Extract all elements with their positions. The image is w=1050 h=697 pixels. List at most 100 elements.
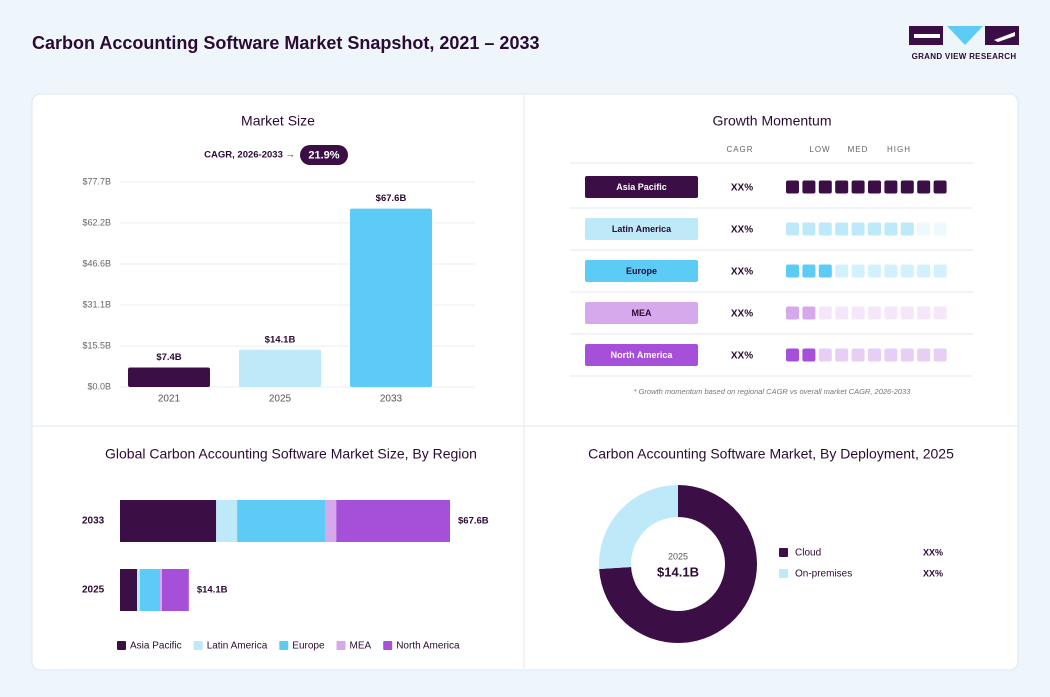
- region-panel: Global Carbon Accounting Software Market…: [82, 446, 489, 652]
- region-label: North America: [611, 350, 674, 360]
- region-pill: [585, 218, 698, 240]
- footnote: * Growth momentum based on regional CAGR…: [634, 387, 912, 396]
- bar-value-label: $67.6B: [376, 193, 407, 204]
- legend-swatch: [193, 641, 203, 650]
- rating-square: [818, 222, 832, 236]
- donut-center-year: 2025: [668, 551, 688, 561]
- donut-slice: [599, 485, 758, 644]
- legend-share: XX%: [923, 547, 943, 557]
- y-tick-label: $15.5B: [82, 340, 111, 350]
- bar-segment: [336, 500, 450, 542]
- cagr-value: XX%: [731, 351, 753, 362]
- rating-square: [884, 306, 898, 320]
- column-header: CAGR: [726, 145, 753, 154]
- rating-square: [917, 306, 931, 320]
- rating-square: [868, 222, 881, 236]
- bar: [239, 349, 321, 387]
- bar-segment: [237, 500, 326, 542]
- bar-value-label: $7.4B: [156, 352, 181, 363]
- bar-segment: [325, 500, 337, 542]
- legend-swatch: [117, 641, 126, 650]
- x-tick-label: 2021: [158, 394, 181, 405]
- region-pill: [585, 176, 698, 198]
- rating-square: [917, 180, 931, 194]
- bar-segment: [137, 569, 141, 611]
- legend-label: On-premises: [795, 569, 852, 580]
- rating-square: [802, 348, 816, 362]
- y-category-label: 2033: [82, 516, 105, 527]
- legend-swatch: [383, 641, 393, 650]
- legend-swatch: [336, 641, 346, 650]
- logo-text: GRAND VIEW RESEARCH: [912, 52, 1017, 61]
- bar-segment: [161, 569, 189, 611]
- cagr-badge: [300, 145, 348, 165]
- region-label: Latin America: [612, 224, 672, 234]
- rating-square: [835, 306, 849, 320]
- rating-square: [933, 348, 947, 362]
- legend-label: Asia Pacific: [130, 641, 182, 652]
- legend-label: North America: [396, 641, 460, 652]
- rating-square: [900, 264, 914, 278]
- rating-square: [917, 348, 931, 362]
- rating-square: [786, 222, 799, 236]
- rating: [786, 222, 947, 236]
- rating-square: [917, 264, 931, 278]
- x-tick-label: 2033: [380, 394, 403, 405]
- rating-square: [933, 264, 947, 278]
- y-tick-label: $0.0B: [87, 381, 111, 391]
- region-pill: [585, 344, 698, 366]
- rating: [786, 180, 947, 194]
- rating-square: [900, 306, 914, 320]
- rating-square: [933, 180, 947, 194]
- bar-segment: [120, 569, 138, 611]
- rating-square: [835, 180, 849, 194]
- legend-label: Latin America: [207, 641, 268, 652]
- rating-square: [786, 348, 799, 362]
- y-tick-label: $31.1B: [82, 299, 111, 309]
- column-header: MED: [848, 145, 869, 154]
- legend-swatch: [279, 641, 289, 650]
- logo-stripe: [914, 34, 940, 38]
- rating-square: [868, 348, 881, 362]
- rating-square: [851, 348, 865, 362]
- rating-square: [851, 222, 865, 236]
- bar-segment: [160, 569, 162, 611]
- legend-share: XX%: [923, 568, 943, 578]
- rating-square: [884, 180, 898, 194]
- rating: [786, 264, 947, 278]
- legend-label: Cloud: [795, 548, 821, 559]
- rating-square: [818, 348, 832, 362]
- rating-square: [933, 222, 947, 236]
- rating-square: [851, 264, 865, 278]
- logo: GRAND VIEW RESEARCH: [909, 26, 1019, 61]
- bar: [350, 208, 432, 387]
- rating-square: [818, 306, 832, 320]
- column-header: LOW: [809, 145, 830, 154]
- rating-square: [884, 264, 898, 278]
- bar-segment: [140, 569, 161, 611]
- rating-square: [835, 348, 849, 362]
- column-header: HIGH: [887, 145, 911, 154]
- rating-square: [851, 306, 865, 320]
- region-label: MEA: [632, 308, 653, 318]
- cagr-label: CAGR, 2026-2033 →: [204, 150, 295, 161]
- rating-square: [851, 180, 865, 194]
- y-tick-label: $46.6B: [82, 258, 111, 268]
- rating-square: [835, 264, 849, 278]
- chart-title: Global Carbon Accounting Software Market…: [105, 446, 477, 462]
- legend-label: Europe: [292, 641, 325, 652]
- x-tick-label: 2025: [269, 394, 292, 405]
- rating-square: [818, 264, 832, 278]
- rating-square: [868, 264, 881, 278]
- bar-segment: [216, 500, 238, 542]
- panel-title: Growth Momentum: [712, 113, 831, 129]
- donut-slice: [599, 485, 678, 569]
- rating-square: [900, 348, 914, 362]
- chart-title: Carbon Accounting Software Market, By De…: [588, 446, 954, 462]
- rating-square: [802, 222, 816, 236]
- logo-block: [985, 26, 1019, 45]
- logo-stripe: [994, 32, 1015, 42]
- region-pill: [585, 302, 698, 324]
- rating-square: [786, 306, 799, 320]
- legend-swatch: [779, 548, 788, 557]
